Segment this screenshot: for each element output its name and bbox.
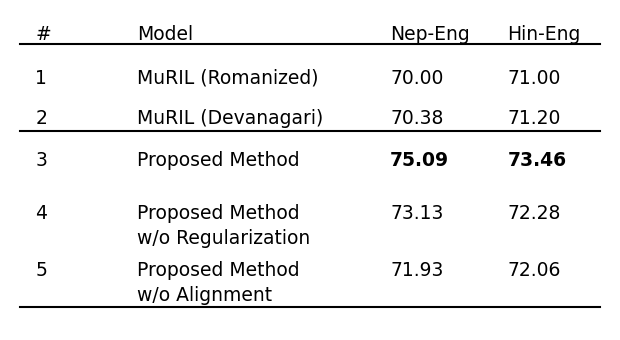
Text: Nep-Eng: Nep-Eng xyxy=(390,25,470,44)
Text: 71.20: 71.20 xyxy=(508,109,561,128)
Text: 4: 4 xyxy=(35,204,47,223)
Text: 73.46: 73.46 xyxy=(508,151,567,170)
Text: MuRIL (Devanagari): MuRIL (Devanagari) xyxy=(137,109,324,128)
Text: Proposed Method
w/o Alignment: Proposed Method w/o Alignment xyxy=(137,261,300,305)
Text: Model: Model xyxy=(137,25,193,44)
Text: 72.06: 72.06 xyxy=(508,261,561,280)
Text: MuRIL (Romanized): MuRIL (Romanized) xyxy=(137,69,319,88)
Text: 73.13: 73.13 xyxy=(390,204,444,223)
Text: 70.38: 70.38 xyxy=(390,109,444,128)
Text: 1: 1 xyxy=(35,69,47,88)
Text: 2: 2 xyxy=(35,109,47,128)
Text: 71.00: 71.00 xyxy=(508,69,561,88)
Text: 75.09: 75.09 xyxy=(390,151,450,170)
Text: 5: 5 xyxy=(35,261,47,280)
Text: 71.93: 71.93 xyxy=(390,261,444,280)
Text: Proposed Method
w/o Regularization: Proposed Method w/o Regularization xyxy=(137,204,311,248)
Text: Hin-Eng: Hin-Eng xyxy=(508,25,581,44)
Text: #: # xyxy=(35,25,51,44)
Text: 72.28: 72.28 xyxy=(508,204,561,223)
Text: Proposed Method: Proposed Method xyxy=(137,151,300,170)
Text: 3: 3 xyxy=(35,151,47,170)
Text: 70.00: 70.00 xyxy=(390,69,444,88)
